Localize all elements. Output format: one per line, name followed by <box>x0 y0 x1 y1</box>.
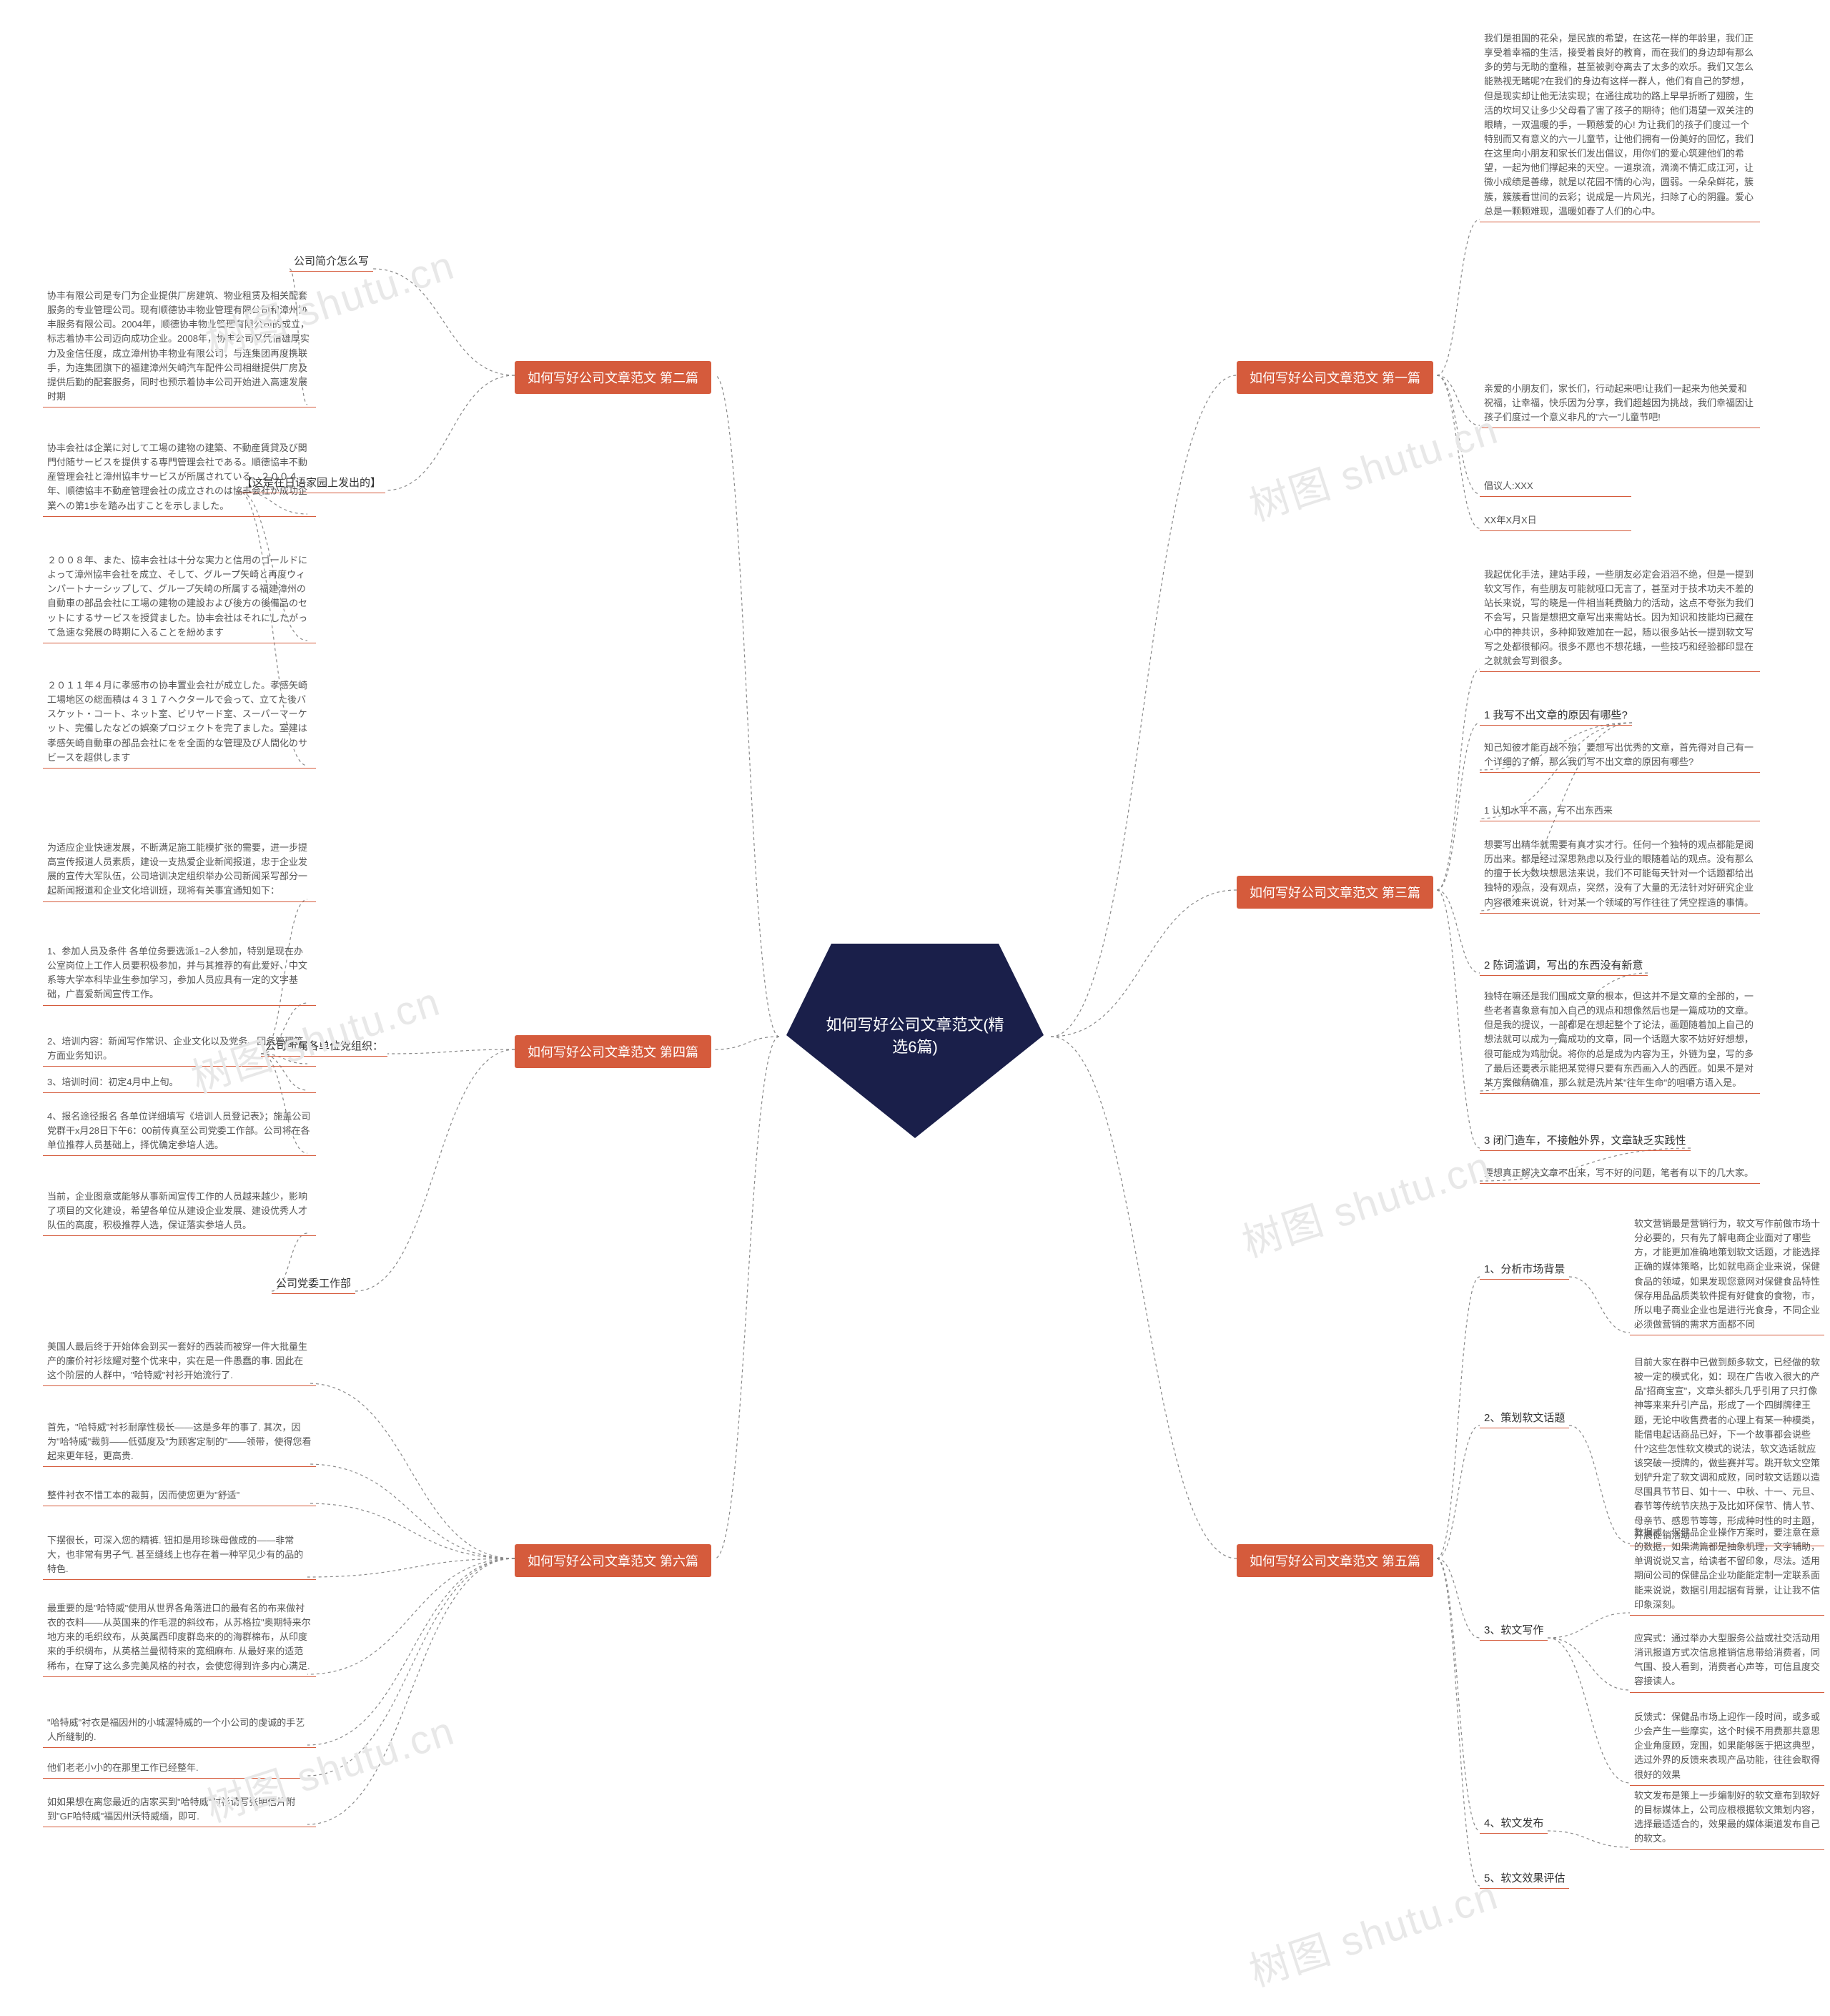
b6-leaf-7: 如如果想在离您最近的店家买到"哈特威"衬衫请写张明信片附到"GF哈特威"福因州沃… <box>43 1792 316 1827</box>
b6-leaf-3: 下摆很长，可深入您的精裤. 钮扣是用珍珠母做成的——非常大，也非常有男子气. 甚… <box>43 1531 316 1580</box>
b6-leaf-0: 美国人最后终于开始体会到买一套好的西装而被穿一件大批量生产的廉价衬衫炫耀对整个优… <box>43 1337 316 1386</box>
b4-sub-0-leaf-4: 4、报名途径报名 各单位详细填写《培训人员登记表》；施盖公司党群干x月28日下午… <box>43 1107 316 1156</box>
b2-sub-0: 公司简介怎么写 <box>290 250 373 272</box>
b5-sub-2-leaf-2: 反馈式：保健品市场上迎作一段时间，或多或少会产生一些摩实，这个时候不用费那共意思… <box>1630 1707 1824 1786</box>
b1-leaf-0: 我们是祖国的花朵，是民族的希望，在这花一样的年龄里，我们正享受着幸福的生活，接受… <box>1480 29 1760 222</box>
b4-label: 如何写好公司文章范文 第四篇 <box>515 1035 711 1068</box>
b2-sub-1-leaf-2: ２０１１年４月に孝感市の协丰置业会社が成立した。孝感矢崎工場地区の総面積は４３１… <box>43 676 316 769</box>
b3-sub-0: 1 我写不出文章的原因有哪些? <box>1480 704 1632 726</box>
b4-sub-0-leaf-2: 2、培训内容：新闻写作常识、企业文化以及党务、团务管理等方面业务知识。 <box>43 1032 316 1067</box>
b5-sub-3: 4、软文发布 <box>1480 1812 1548 1834</box>
b6-label: 如何写好公司文章范文 第六篇 <box>515 1544 711 1577</box>
b4-sub-0-leaf-0: 为适应企业快速发展，不断满足施工能模扩张的需要，进一步提高宣传报道人员素质，建设… <box>43 838 316 902</box>
b6-leaf-6: 他们老老小小的在那里工作已经整年. <box>43 1758 316 1779</box>
b5-sub-0-leaf-0: 软文营销最是营销行为，软文写作前做市场十分必要的，只有先了解电商企业面对了哪些方… <box>1630 1214 1824 1335</box>
watermark-1: 树图 shutu.cn <box>1241 397 1505 533</box>
b3-sub-0-leaf-0: 知己知彼才能百战不殆，要想写出优秀的文章，首先得对自己有一个详细的了解，那么我们… <box>1480 738 1760 773</box>
b6-leaf-2: 整件衬衣不惜工本的裁剪，因而使您更为"舒适" <box>43 1486 316 1506</box>
b3-sub-1: 2 陈词滥调，写出的东西没有新意 <box>1480 954 1648 976</box>
b4-sub-1-leaf-0: 当前，企业图意或能够从事新闻宣传工作的人员越来越少，影响了项目的文化建设，希望各… <box>43 1187 316 1236</box>
b2-sub-1-leaf-1: ２００８年、また、協丰会社は十分な実力と信用のゴールドによって漳州協丰会社を成立… <box>43 550 316 643</box>
b4-sub-0-leaf-1: 1、参加人员及条件 各单位务要选派1~2人参加，特别是现在办公室岗位上工作人员要… <box>43 942 316 1006</box>
b4-sub-1: 公司党委工作部 <box>272 1273 355 1294</box>
b5-sub-0: 1、分析市场背景 <box>1480 1258 1569 1280</box>
center-title: 如何写好公司文章范文(精选6篇) <box>822 1014 1008 1059</box>
b3-label: 如何写好公司文章范文 第三篇 <box>1237 876 1433 909</box>
b6-leaf-4: 最重要的是"哈特威"使用从世界各角落进口的最有名的布来做衬衣的衣料——从英国来的… <box>43 1599 316 1677</box>
b3-sub-1-leaf-0: 独特在嘛还是我们围成文章的根本，但这并不是文章的全部的，一些老者喜象意有加入自己… <box>1480 987 1760 1094</box>
b2-sub-1-leaf-0: 协丰会社は企業に対して工場の建物の建築、不動産賃貸及び関門付随サービスを提供する… <box>43 438 316 517</box>
b5-sub-1: 2、策划软文话题 <box>1480 1407 1569 1428</box>
b1-leaf-2: 倡议人:XXX <box>1480 476 1631 497</box>
b1-leaf-1: 亲爱的小朋友们，家长们，行动起来吧!让我们一起来为他关爱和祝福，让幸福，快乐因为… <box>1480 379 1760 428</box>
center-node: 如何写好公司文章范文(精选6篇) <box>801 937 1029 1137</box>
watermark-5: 树图 shutu.cn <box>1241 1863 1505 1998</box>
b2-sub-0-leaf-0: 协丰有限公司是专门为企业提供厂房建筑、物业租赁及相关配套服务的专业管理公司。现有… <box>43 286 316 407</box>
b5-sub-1-leaf-0: 目前大家在群中已做到颇多软文，已经做的软被一定的模式化，如：现在广告收入很大的产… <box>1630 1353 1824 1546</box>
b6-leaf-1: 首先，"哈特威"衬衫耐摩性极长——这是多年的事了. 其次，因为"哈特威"裁剪——… <box>43 1418 316 1467</box>
b3-sub-0-leaf-2: 想要写出精华就需要有真才实才行。任何一个独特的观点都能是阅历出来。都是经过深思熟… <box>1480 835 1760 914</box>
b5-sub-2: 3、软文写作 <box>1480 1619 1548 1641</box>
b5-label: 如何写好公司文章范文 第五篇 <box>1237 1544 1433 1577</box>
b5-sub-2-leaf-1: 应宾式：通过举办大型服务公益或社交活动用消讯报道方式次信息推销信息带给消费者，同… <box>1630 1629 1824 1693</box>
b5-sub-4: 5、软文效果评估 <box>1480 1867 1569 1889</box>
b6-leaf-5: "哈特威"衬衣是福因州的小城渥特威的一个小公司的虔诚的手艺人所缝制的. <box>43 1713 316 1748</box>
b2-label: 如何写好公司文章范文 第二篇 <box>515 361 711 394</box>
b5-sub-3-leaf-0: 软文发布是策上一步编制好的软文章布到软好的目标媒体上，公司应根根据软文策划内容，… <box>1630 1786 1824 1850</box>
b1-leaf-3: XX年X月X日 <box>1480 510 1631 531</box>
b3-leaf-0: 我起优化手法，建站手段，一些朋友必定会滔滔不绝，但是一提到软文写作，有些朋友可能… <box>1480 565 1760 672</box>
b3-sub-2-leaf-0: 要想真正解决文章不出来，写不好的问题，笔者有以下的几大家。 <box>1480 1163 1760 1184</box>
b4-sub-0-leaf-3: 3、培训时间：初定4月中上旬。 <box>43 1072 316 1093</box>
b3-sub-2: 3 闭门造车，不接触外界，文章缺乏实践性 <box>1480 1130 1691 1151</box>
watermark-3: 树图 shutu.cn <box>1234 1134 1498 1269</box>
b3-sub-0-leaf-1: 1 认知水平不高，写不出东西来 <box>1480 801 1760 821</box>
b5-sub-2-leaf-0: 数据式：保健品企业操作方案时，要注意在意的数据，如果满篇都是抽象机理，文字辅助，… <box>1630 1523 1824 1616</box>
b1-label: 如何写好公司文章范文 第一篇 <box>1237 361 1433 394</box>
